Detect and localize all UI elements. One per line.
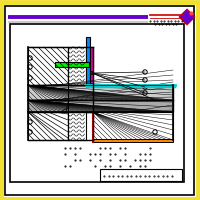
Bar	[28, 100, 173, 112]
Bar	[93, 112, 173, 140]
Polygon shape	[179, 9, 195, 25]
Bar	[28, 85, 68, 93]
Bar	[28, 47, 68, 85]
Bar	[28, 85, 173, 100]
Bar	[100, 169, 182, 181]
Bar	[93, 138, 173, 142]
Bar	[90, 47, 93, 93]
Bar	[68, 47, 86, 85]
Bar	[86, 37, 90, 102]
Bar	[68, 112, 86, 140]
Bar	[10, 24, 184, 182]
Bar	[28, 112, 68, 140]
Bar	[55, 62, 89, 67]
